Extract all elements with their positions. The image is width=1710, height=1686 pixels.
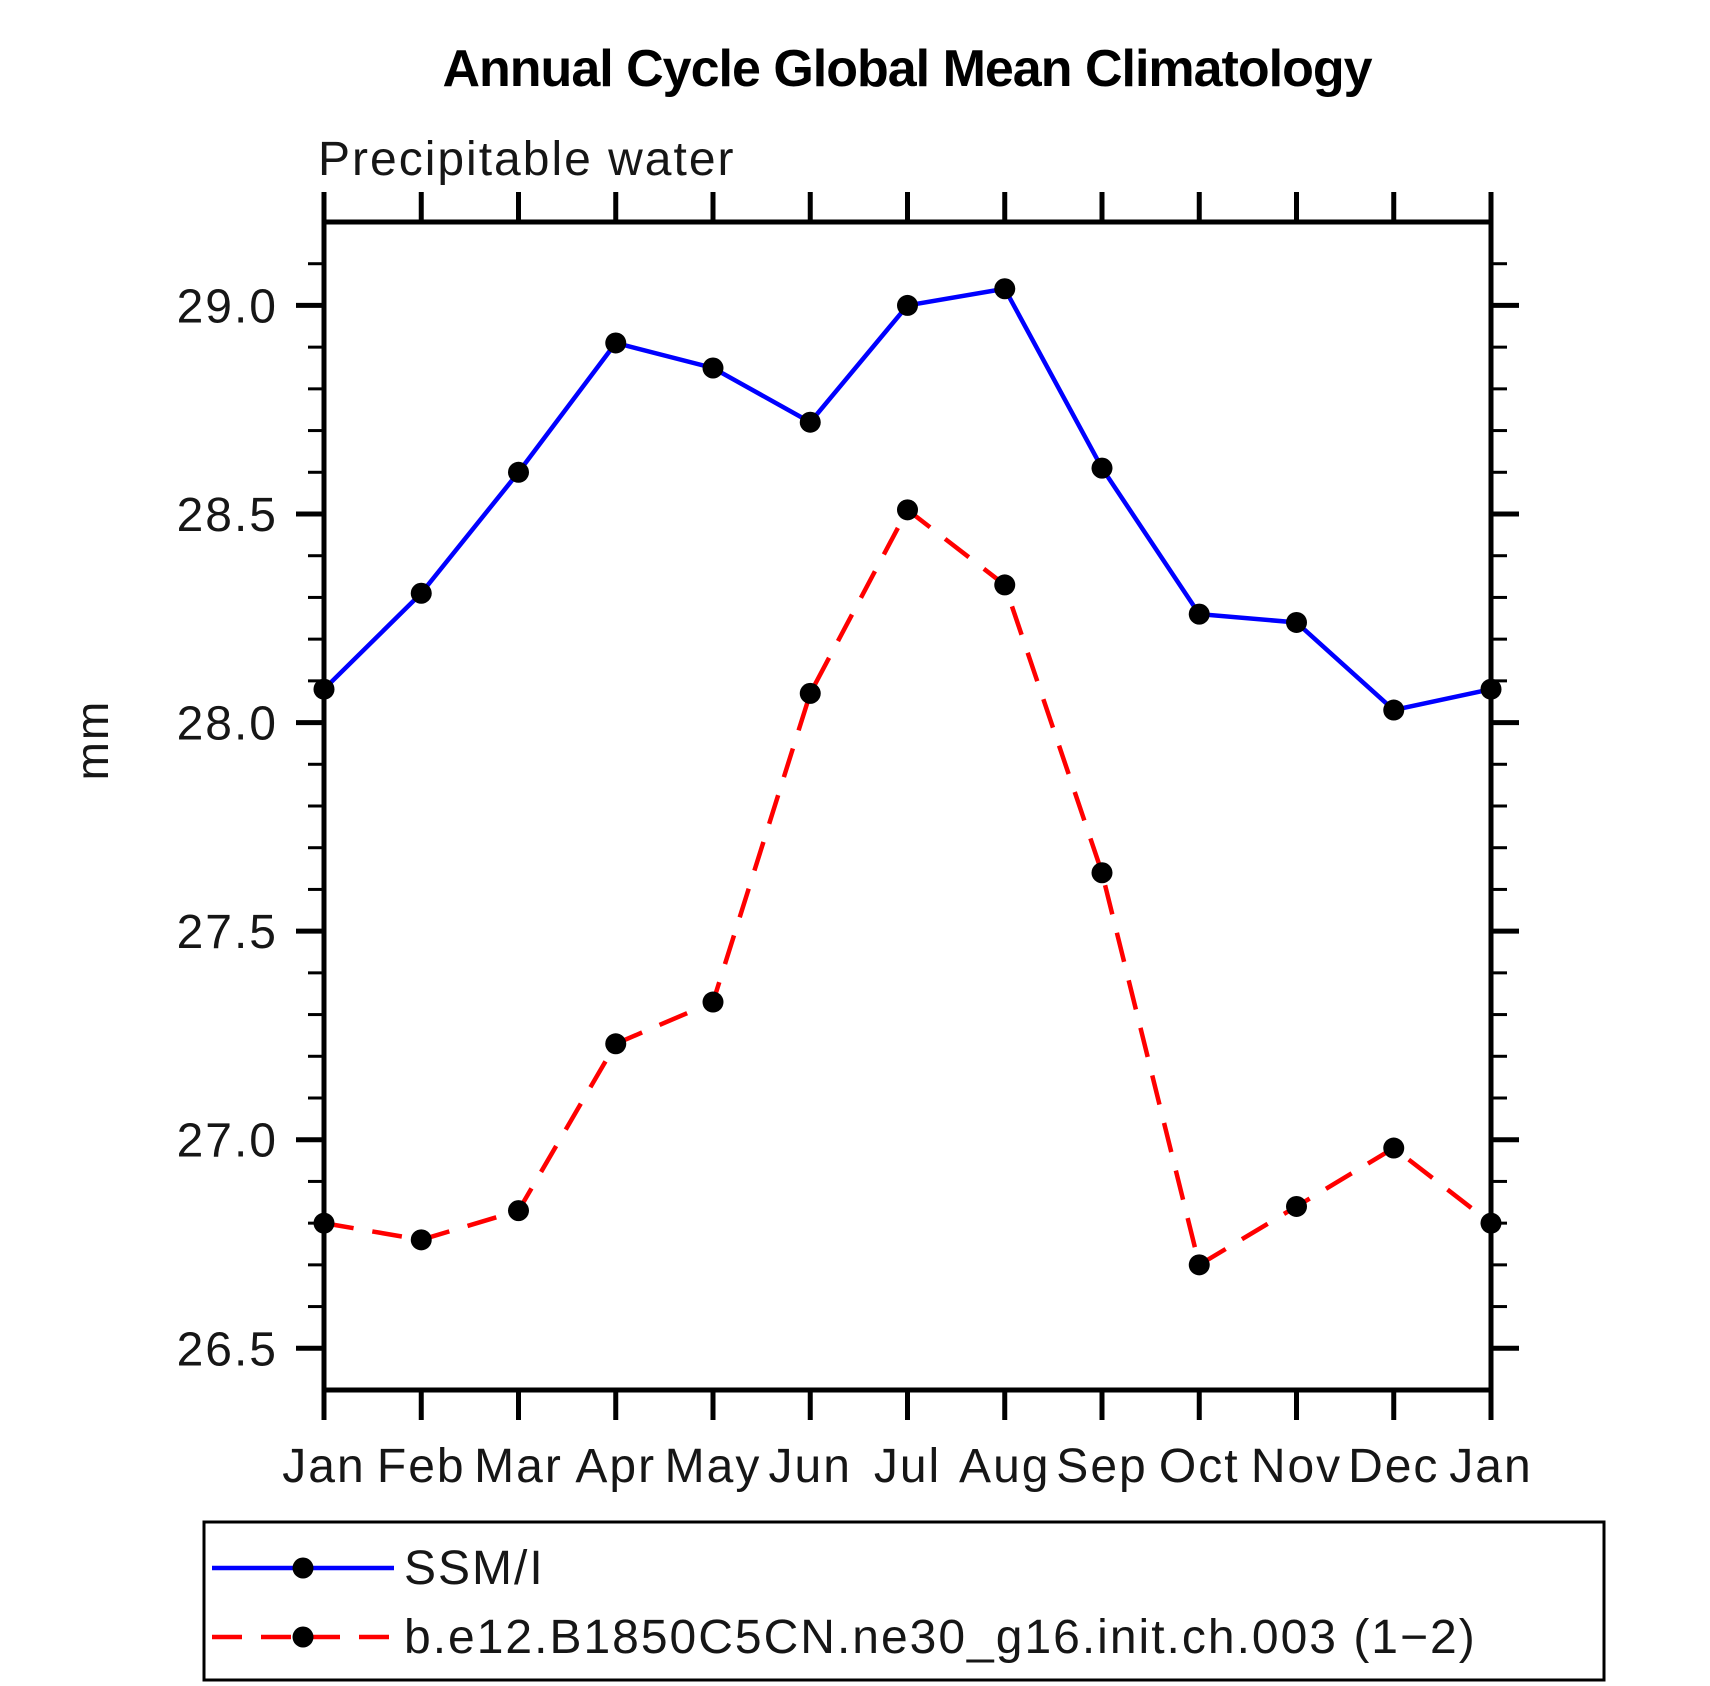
data-point-marker [799,411,821,433]
data-point-marker [702,357,724,379]
y-axis-tick-label: 29.0 [177,280,278,333]
x-axis-label: Dec [1348,1440,1439,1493]
data-point-marker [1091,862,1113,884]
chart-title: Annual Cycle Global Mean Climatology [442,40,1372,98]
y-axis-tick-label: 27.0 [177,1115,278,1168]
y-axis-tick-label: 28.5 [177,489,278,542]
x-axis-label: Apr [575,1440,656,1493]
x-axis-label: Jan [282,1440,365,1493]
plot-area-frame [321,219,1494,1393]
x-axis-label: Mar [474,1440,563,1493]
x-axis-label: Oct [1159,1440,1240,1493]
data-point-marker [1286,1195,1307,1217]
x-axis-label: Jul [874,1440,941,1493]
data-point-marker [605,1033,627,1055]
x-axis-label: Nov [1251,1440,1342,1493]
data-point-marker [702,991,724,1013]
legend-item-label: b.e12.B1850C5CN.ne30_g16.init.ch.003 (1−… [404,1611,1477,1664]
data-point-marker [1091,457,1113,479]
y-axis-tick-label: 26.5 [177,1323,278,1376]
axis-ticks-group [296,192,1519,1420]
x-axis-label: Aug [959,1440,1050,1493]
legend-item-marker [292,1626,314,1648]
data-point-marker [1383,699,1405,721]
data-point-marker [897,499,918,521]
x-axis-label: Jan [1449,1440,1532,1493]
x-axis-label: May [665,1440,762,1493]
x-axis-label: Feb [377,1440,466,1493]
data-point-marker [994,278,1016,300]
data-point-marker [1286,611,1307,633]
x-axis-label: Jun [769,1440,852,1493]
data-point-marker [799,682,821,704]
y-axis-title: mm [66,700,118,781]
data-point-marker [508,461,529,483]
chart-subtitle: Precipitable water [318,133,736,186]
legend-item-marker [292,1557,314,1579]
data-point-marker [1188,603,1210,625]
series-line-model [323,506,1493,1269]
legend-box: SSM/I b.e12.B1850C5CN.ne30_g16.init.ch.00… [202,1520,1606,1682]
legend-item-label: SSM/I [404,1542,545,1595]
y-axis-tick-label: 28.0 [177,698,278,751]
data-point-marker [410,582,432,604]
data-point-marker [410,1229,432,1251]
data-point-marker [605,332,627,354]
y-axis-tick-label: 27.5 [177,906,278,959]
data-point-marker [1383,1137,1405,1159]
data-point-marker [994,574,1016,596]
x-axis-label: Sep [1056,1440,1147,1493]
series-group [313,278,1502,1276]
data-point-marker [508,1200,529,1222]
data-point-marker [897,294,918,316]
legend-frame [202,1520,1606,1682]
data-point-marker [1188,1254,1210,1276]
